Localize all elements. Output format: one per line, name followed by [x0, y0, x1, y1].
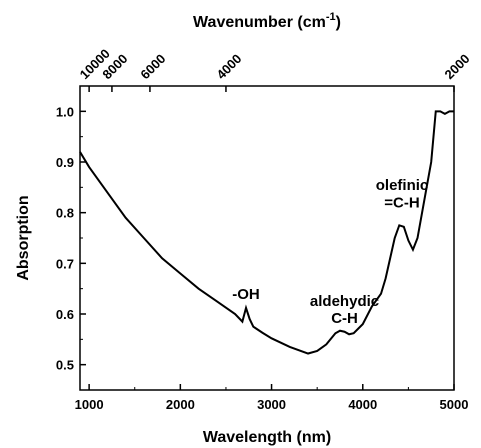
x-tick-label: 3000 — [257, 397, 286, 412]
top-axis-label-main: Wavenumber (cm — [193, 14, 326, 31]
top-axis-label-end: ) — [336, 14, 341, 31]
plot-frame-group — [79, 85, 455, 391]
annotation-label: C-H — [331, 310, 358, 327]
annotation-label: =C-H — [384, 195, 419, 212]
top-tick-label: 6000 — [137, 51, 168, 82]
annotation-label: aldehydic — [310, 293, 379, 310]
x-tick-label: 5000 — [440, 397, 469, 412]
annotation-label: -OH — [232, 286, 260, 303]
annotation-label: olefinic — [376, 177, 429, 194]
x-tick-label: 4000 — [348, 397, 377, 412]
x-axis-label: Wavelength (nm) — [203, 429, 331, 446]
y-tick-label: 0.6 — [56, 307, 74, 322]
y-tick-label: 0.5 — [56, 358, 74, 373]
top-tick-label: 2000 — [442, 51, 473, 82]
x-tick-label: 1000 — [75, 397, 104, 412]
y-axis: 0.5 0.6 0.7 0.8 0.9 1.0 — [56, 104, 86, 373]
y-axis-label: Absorption — [15, 195, 32, 280]
x-axis: 1000 2000 3000 4000 5000 — [75, 384, 469, 412]
top-axis-label-sup: -1 — [326, 11, 336, 23]
y-tick-label: 0.9 — [56, 155, 74, 170]
plot-frame — [79, 85, 455, 391]
y-tick-label: 0.8 — [56, 206, 74, 221]
y-tick-label: 0.7 — [56, 256, 74, 271]
top-tick-label: 4000 — [213, 51, 244, 82]
top-axis-label: Wavenumber (cm-1) — [193, 11, 341, 31]
y-tick-label: 1.0 — [56, 104, 74, 119]
absorption-curve — [79, 110, 454, 355]
x-tick-label: 2000 — [166, 397, 195, 412]
